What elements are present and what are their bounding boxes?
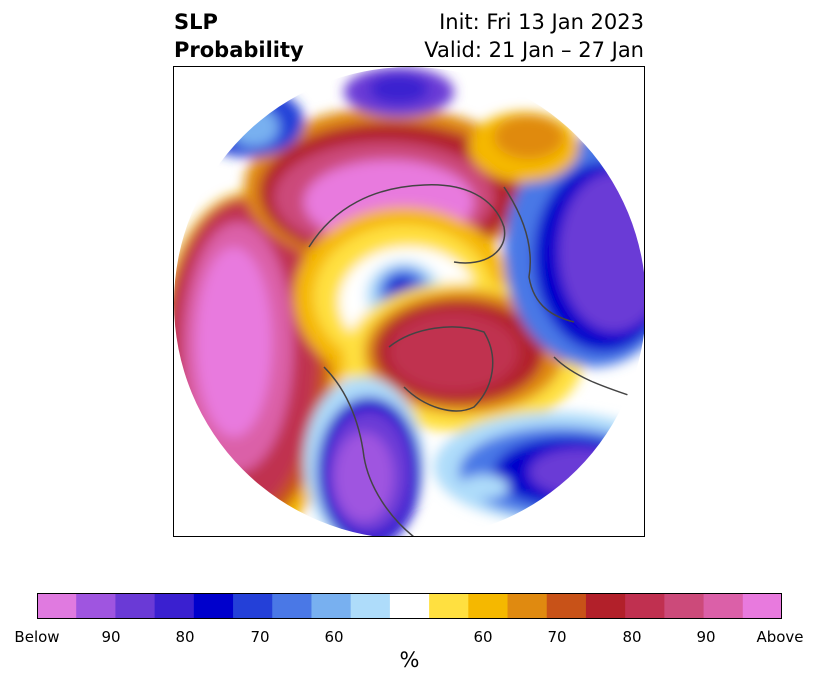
colorbar-tick-label: Below [14,628,60,646]
colorbar-swatch [115,593,156,619]
colorbar-swatch [350,593,391,619]
colorbar-tick-label: 90 [696,628,716,646]
colorbar-swatch [625,593,665,619]
colorbar-swatch [193,593,234,619]
colorbar-swatch [154,593,195,619]
colorbar-tick-label: Above [756,628,804,646]
probability-map [174,67,644,536]
colorbar-ticks: Below 90 80 70 60 60 70 80 90 Above [0,628,819,648]
colorbar-tick-label: 90 [101,628,121,646]
title-right: Init: Fri 13 Jan 2023 Valid: 21 Jan – 27… [424,8,644,64]
colorbar-swatch [703,593,744,619]
title-line2: Probability [174,38,304,62]
coastlines [308,184,635,536]
colorbar-swatch [233,593,273,619]
title-line1: SLP [174,10,218,34]
colorbar-tick-label: 60 [324,628,344,646]
colorbar-swatch [76,593,116,619]
colorbar-border [37,593,782,619]
colorbar-swatch [429,593,469,619]
colorbar-swatch [585,593,626,619]
colorbar [37,593,782,619]
colorbar-swatch [272,593,312,619]
colorbar-swatch [37,593,77,619]
colorbar-swatch [389,593,430,619]
colorbar-swatch [664,593,705,619]
colorbar-swatch [311,593,352,619]
colorbar-tick-label: 80 [622,628,642,646]
colorbar-tick-label: 70 [250,628,270,646]
colorbar-tick-label: 80 [175,628,195,646]
colorbar-unit-label: % [399,648,420,672]
map-frame [173,66,645,537]
colorbar-tick-label: 70 [547,628,567,646]
colorbar-tick-label: 60 [473,628,493,646]
valid-range: Valid: 21 Jan – 27 Jan [424,38,644,62]
colorbar-swatch [468,593,509,619]
colorbar-swatch [742,593,782,619]
init-date: Init: Fri 13 Jan 2023 [439,10,644,34]
title-left: SLP Probability [174,8,304,64]
colorbar-swatch [507,593,548,619]
map-disc [174,67,644,536]
colorbar-swatch [546,593,587,619]
